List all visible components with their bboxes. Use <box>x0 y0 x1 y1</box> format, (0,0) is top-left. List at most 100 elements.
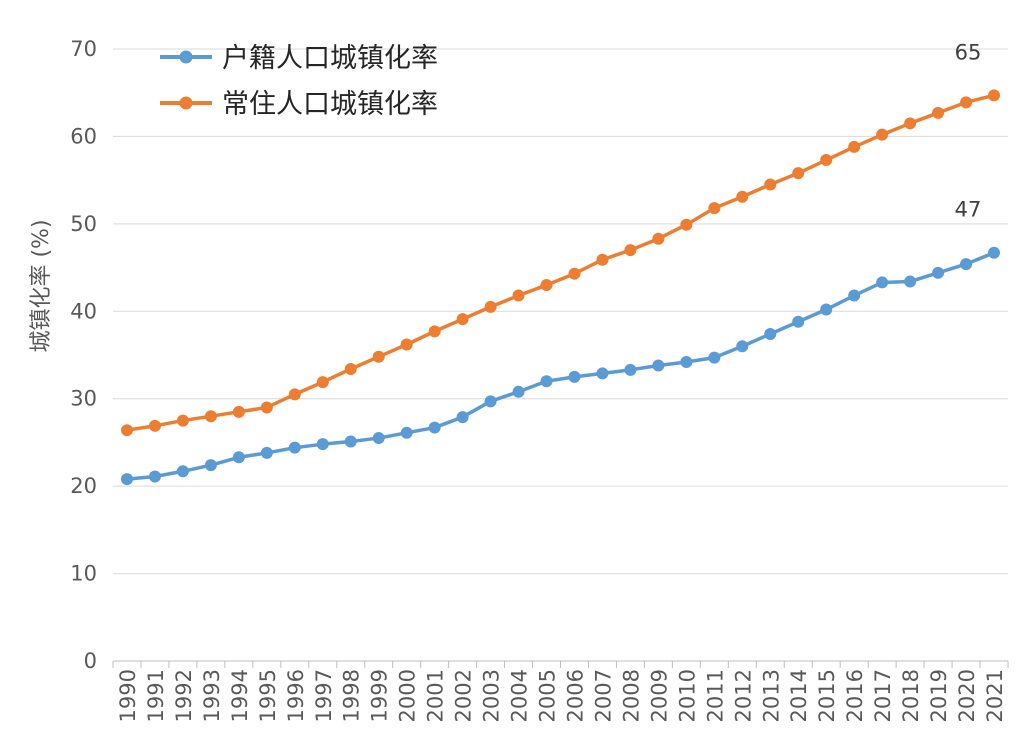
x-tick-label: 2009 <box>647 669 671 722</box>
data-point <box>876 276 889 289</box>
data-point <box>148 470 161 483</box>
x-tick-label: 2001 <box>424 669 448 722</box>
x-tick-label: 2016 <box>843 669 867 722</box>
data-point <box>876 128 889 141</box>
data-point <box>960 96 973 109</box>
data-point <box>708 351 721 364</box>
data-point <box>204 459 217 472</box>
y-tick-label: 40 <box>70 299 97 323</box>
x-tick-label: 1992 <box>172 669 196 722</box>
data-point <box>512 289 525 302</box>
data-point <box>904 117 917 130</box>
data-point <box>288 441 301 454</box>
x-tick-label: 2005 <box>536 669 560 722</box>
data-point <box>652 359 665 372</box>
x-tick-label: 1998 <box>340 669 364 722</box>
data-point <box>680 218 693 231</box>
data-point <box>736 190 749 203</box>
legend-label: 户籍人口城镇化率 <box>222 43 438 74</box>
x-tick-label: 1995 <box>256 669 280 722</box>
data-point <box>568 370 581 383</box>
x-tick-label: 2002 <box>452 669 476 722</box>
data-point <box>232 451 245 464</box>
y-tick-label: 20 <box>70 474 97 498</box>
data-point <box>204 410 217 423</box>
data-point <box>904 275 917 288</box>
data-point <box>344 362 357 375</box>
data-point <box>624 244 637 257</box>
data-point <box>680 355 693 368</box>
x-tick-label: 2004 <box>508 669 532 722</box>
x-tick-label: 2010 <box>675 669 699 722</box>
data-point <box>820 154 833 167</box>
x-tick-label: 2008 <box>619 669 643 722</box>
data-point <box>540 279 553 292</box>
y-axis-label: 城镇化率 (%) <box>29 219 54 352</box>
data-point <box>260 401 273 414</box>
data-point <box>540 375 553 388</box>
legend-item: 户籍人口城镇化率 <box>160 43 438 74</box>
data-point <box>176 414 189 427</box>
x-tick-label: 1997 <box>312 669 336 722</box>
data-point <box>148 419 161 432</box>
data-point <box>708 202 721 215</box>
end-value-label: 47 <box>955 198 982 222</box>
data-point <box>932 266 945 279</box>
x-tick-label: 2018 <box>899 669 923 722</box>
legend-label: 常住人口城镇化率 <box>222 89 438 120</box>
data-point <box>260 446 273 459</box>
legend-item: 常住人口城镇化率 <box>160 89 438 120</box>
data-point <box>652 232 665 245</box>
x-tick-label: 2006 <box>563 669 587 722</box>
end-value-label: 65 <box>955 40 982 64</box>
data-point <box>764 178 777 191</box>
data-point <box>232 405 245 418</box>
data-point <box>932 106 945 119</box>
x-axis: 1990 1991 1992 1993 1994 1995 1996 1997 1998 1999… <box>112 660 1009 722</box>
x-tick-label: 2003 <box>480 669 504 722</box>
y-axis-ticks: 0 10 20 30 40 50 60 70 <box>70 37 97 673</box>
x-tick-label: 2021 <box>983 669 1007 722</box>
x-tick-label: 1994 <box>228 669 252 722</box>
data-point <box>428 325 441 338</box>
data-point <box>484 300 497 313</box>
x-tick-label: 2013 <box>759 669 783 722</box>
x-tick-label: 1993 <box>200 669 224 722</box>
data-point <box>988 89 1001 102</box>
data-point <box>288 388 301 401</box>
data-point <box>316 438 329 451</box>
data-point <box>596 367 609 380</box>
data-point <box>736 340 749 353</box>
data-point <box>372 350 385 363</box>
data-point <box>344 435 357 448</box>
x-tick-label: 2017 <box>871 669 895 722</box>
x-tick-label: 2015 <box>815 669 839 722</box>
data-point <box>764 328 777 341</box>
data-point <box>400 338 413 351</box>
data-point <box>512 385 525 398</box>
data-point <box>820 303 833 316</box>
x-tick-label: 2020 <box>955 669 979 722</box>
data-point <box>792 167 805 180</box>
y-tick-label: 60 <box>70 124 97 148</box>
x-tick-label: 1996 <box>284 669 308 722</box>
x-tick-label: 2012 <box>731 669 755 722</box>
data-point <box>428 421 441 434</box>
x-tick-label: 2011 <box>703 669 727 722</box>
y-tick-label: 30 <box>70 387 97 411</box>
data-point <box>792 315 805 328</box>
x-tick-label: 1999 <box>368 669 392 722</box>
y-tick-label: 10 <box>70 562 97 586</box>
data-point <box>456 411 469 424</box>
series-group: 47 65 <box>120 40 1001 486</box>
legend-marker <box>179 96 193 110</box>
data-point <box>596 253 609 266</box>
series-hukou: 47 <box>120 198 1001 486</box>
data-point <box>848 140 861 153</box>
data-point <box>456 313 469 326</box>
legend-marker <box>179 50 193 64</box>
series-line <box>126 251 995 481</box>
data-point <box>400 426 413 439</box>
x-tick-label: 1990 <box>116 669 140 722</box>
